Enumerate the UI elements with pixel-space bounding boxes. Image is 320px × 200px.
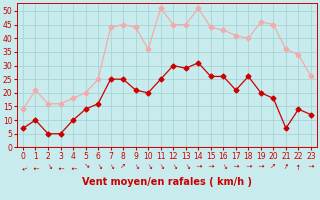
Text: ↗: ↗ <box>244 162 252 170</box>
Text: ↗: ↗ <box>157 163 164 170</box>
Text: ↗: ↗ <box>282 163 290 170</box>
Text: ↗: ↗ <box>132 163 139 170</box>
Text: ↗: ↗ <box>307 162 315 170</box>
Text: ↗: ↗ <box>82 163 89 169</box>
Text: ↗: ↗ <box>257 162 265 170</box>
Text: ↗: ↗ <box>294 162 303 170</box>
Text: ↗: ↗ <box>19 162 27 170</box>
Text: ↗: ↗ <box>94 163 102 170</box>
Text: ↗: ↗ <box>170 163 177 170</box>
Text: ↗: ↗ <box>120 163 126 169</box>
Text: ↗: ↗ <box>44 163 52 170</box>
Text: ↗: ↗ <box>207 162 215 170</box>
X-axis label: Vent moyen/en rafales ( km/h ): Vent moyen/en rafales ( km/h ) <box>82 177 252 187</box>
Text: ↗: ↗ <box>31 162 40 170</box>
Text: ↗: ↗ <box>145 163 152 170</box>
Text: ↗: ↗ <box>220 163 227 170</box>
Text: ↗: ↗ <box>56 162 65 170</box>
Text: ↗: ↗ <box>194 162 203 170</box>
Text: ↗: ↗ <box>182 163 189 170</box>
Text: ↗: ↗ <box>69 162 77 170</box>
Text: ↗: ↗ <box>270 163 276 169</box>
Text: ↗: ↗ <box>107 163 114 170</box>
Text: ↗: ↗ <box>232 162 240 170</box>
